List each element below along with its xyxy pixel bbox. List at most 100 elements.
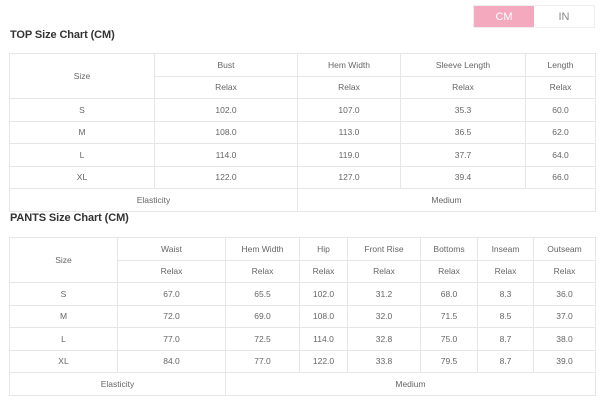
value-cell: 114.0 xyxy=(299,327,348,351)
header-row: Size Waist Hem Width Hip Front Rise Bottoms In… xyxy=(9,237,596,283)
size-cell: XL xyxy=(9,349,118,373)
size-cell: S xyxy=(9,282,118,306)
unit-cm-button[interactable]: CM xyxy=(474,6,534,27)
value-cell: 38.0 xyxy=(533,327,596,351)
header-row: Size Bust Hem Width Sleeve Length Length xyxy=(9,53,596,99)
value-cell: 122.0 xyxy=(154,165,298,189)
elasticity-value: Medium xyxy=(225,372,596,396)
table-row: M 108.0 113.0 36.5 62.0 xyxy=(9,120,596,144)
value-cell: 37.7 xyxy=(400,143,526,167)
relax-subheader: Relax xyxy=(420,259,478,283)
value-cell: 102.0 xyxy=(299,282,348,306)
value-cell: 72.5 xyxy=(225,327,300,351)
column-header: Waist xyxy=(117,237,226,261)
relax-subheader: Relax xyxy=(477,259,534,283)
table-row: M 72.0 69.0 108.0 32.0 71.5 8.5 37.0 xyxy=(9,304,596,328)
relax-subheader: Relax xyxy=(347,259,421,283)
column-header: Front Rise xyxy=(347,237,421,261)
unit-in-button[interactable]: IN xyxy=(534,6,594,27)
size-header: Size xyxy=(9,237,118,283)
column-header: Hem Width xyxy=(225,237,300,261)
value-cell: 71.5 xyxy=(420,304,478,328)
size-cell: XL xyxy=(9,165,155,189)
subheader-row: Relax Relax Relax Relax xyxy=(10,75,596,99)
value-cell: 119.0 xyxy=(297,143,401,167)
pants-size-table: Size Waist Hem Width Hip Front Rise Bottoms In… xyxy=(9,237,596,396)
column-header: Hip xyxy=(299,237,348,261)
column-header: Inseam xyxy=(477,237,534,261)
value-cell: 127.0 xyxy=(297,165,401,189)
value-cell: 67.0 xyxy=(117,282,226,306)
size-cell: M xyxy=(9,120,155,144)
column-header: Bottoms xyxy=(420,237,478,261)
relax-subheader: Relax xyxy=(297,75,401,99)
value-cell: 69.0 xyxy=(225,304,300,328)
value-cell: 31.2 xyxy=(347,282,421,306)
value-cell: 39.4 xyxy=(400,165,526,189)
top-size-table: Size Bust Hem Width Sleeve Length Length Rela… xyxy=(9,53,596,212)
value-cell: 8.7 xyxy=(477,349,534,373)
value-cell: 60.0 xyxy=(525,98,596,122)
value-cell: 8.7 xyxy=(477,327,534,351)
size-cell: L xyxy=(9,143,155,167)
value-cell: 108.0 xyxy=(154,120,298,144)
value-cell: 33.8 xyxy=(347,349,421,373)
table-row: S 102.0 107.0 35.3 60.0 xyxy=(9,98,596,122)
value-cell: 36.5 xyxy=(400,120,526,144)
size-cell: L xyxy=(9,327,118,351)
table-row: XL 84.0 77.0 122.0 33.8 79.5 8.7 39.0 xyxy=(9,349,596,373)
value-cell: 113.0 xyxy=(297,120,401,144)
relax-subheader: Relax xyxy=(525,75,596,99)
value-cell: 107.0 xyxy=(297,98,401,122)
table-row: XL 122.0 127.0 39.4 66.0 xyxy=(9,165,596,189)
value-cell: 65.5 xyxy=(225,282,300,306)
value-cell: 77.0 xyxy=(117,327,226,351)
relax-subheader: Relax xyxy=(533,259,596,283)
value-cell: 75.0 xyxy=(420,327,478,351)
size-header: Size xyxy=(9,53,155,99)
value-cell: 108.0 xyxy=(299,304,348,328)
value-cell: 37.0 xyxy=(533,304,596,328)
elasticity-row: Elasticity Medium xyxy=(9,372,596,396)
column-header: Sleeve Length xyxy=(400,53,526,77)
value-cell: 36.0 xyxy=(533,282,596,306)
column-header: Bust xyxy=(154,53,298,77)
value-cell: 66.0 xyxy=(525,165,596,189)
value-cell: 32.8 xyxy=(347,327,421,351)
relax-subheader: Relax xyxy=(117,259,226,283)
value-cell: 102.0 xyxy=(154,98,298,122)
column-header: Length xyxy=(525,53,596,77)
elasticity-label: Elasticity xyxy=(9,188,298,212)
value-cell: 39.0 xyxy=(533,349,596,373)
value-cell: 64.0 xyxy=(525,143,596,167)
relax-subheader: Relax xyxy=(400,75,526,99)
value-cell: 77.0 xyxy=(225,349,300,373)
value-cell: 79.5 xyxy=(420,349,478,373)
value-cell: 8.5 xyxy=(477,304,534,328)
value-cell: 122.0 xyxy=(299,349,348,373)
value-cell: 68.0 xyxy=(420,282,478,306)
elasticity-row: Elasticity Medium xyxy=(9,188,596,212)
size-cell: M xyxy=(9,304,118,328)
column-header: Outseam xyxy=(533,237,596,261)
elasticity-label: Elasticity xyxy=(9,372,226,396)
table-row: L 114.0 119.0 37.7 64.0 xyxy=(9,143,596,167)
value-cell: 8.3 xyxy=(477,282,534,306)
relax-subheader: Relax xyxy=(225,259,300,283)
top-size-chart-title: TOP Size Chart (CM) xyxy=(10,29,115,41)
table-row: S 67.0 65.5 102.0 31.2 68.0 8.3 36.0 xyxy=(9,282,596,306)
elasticity-value: Medium xyxy=(297,188,596,212)
column-header: Hem Width xyxy=(297,53,401,77)
relax-subheader: Relax xyxy=(154,75,298,99)
size-cell: S xyxy=(9,98,155,122)
value-cell: 32.0 xyxy=(347,304,421,328)
table-row: L 77.0 72.5 114.0 32.8 75.0 8.7 38.0 xyxy=(9,327,596,351)
value-cell: 35.3 xyxy=(400,98,526,122)
unit-toggle[interactable]: CM IN xyxy=(473,5,595,28)
relax-subheader: Relax xyxy=(299,259,348,283)
value-cell: 62.0 xyxy=(525,120,596,144)
value-cell: 114.0 xyxy=(154,143,298,167)
value-cell: 72.0 xyxy=(117,304,226,328)
value-cell: 84.0 xyxy=(117,349,226,373)
pants-size-chart-title: PANTS Size Chart (CM) xyxy=(10,212,129,224)
